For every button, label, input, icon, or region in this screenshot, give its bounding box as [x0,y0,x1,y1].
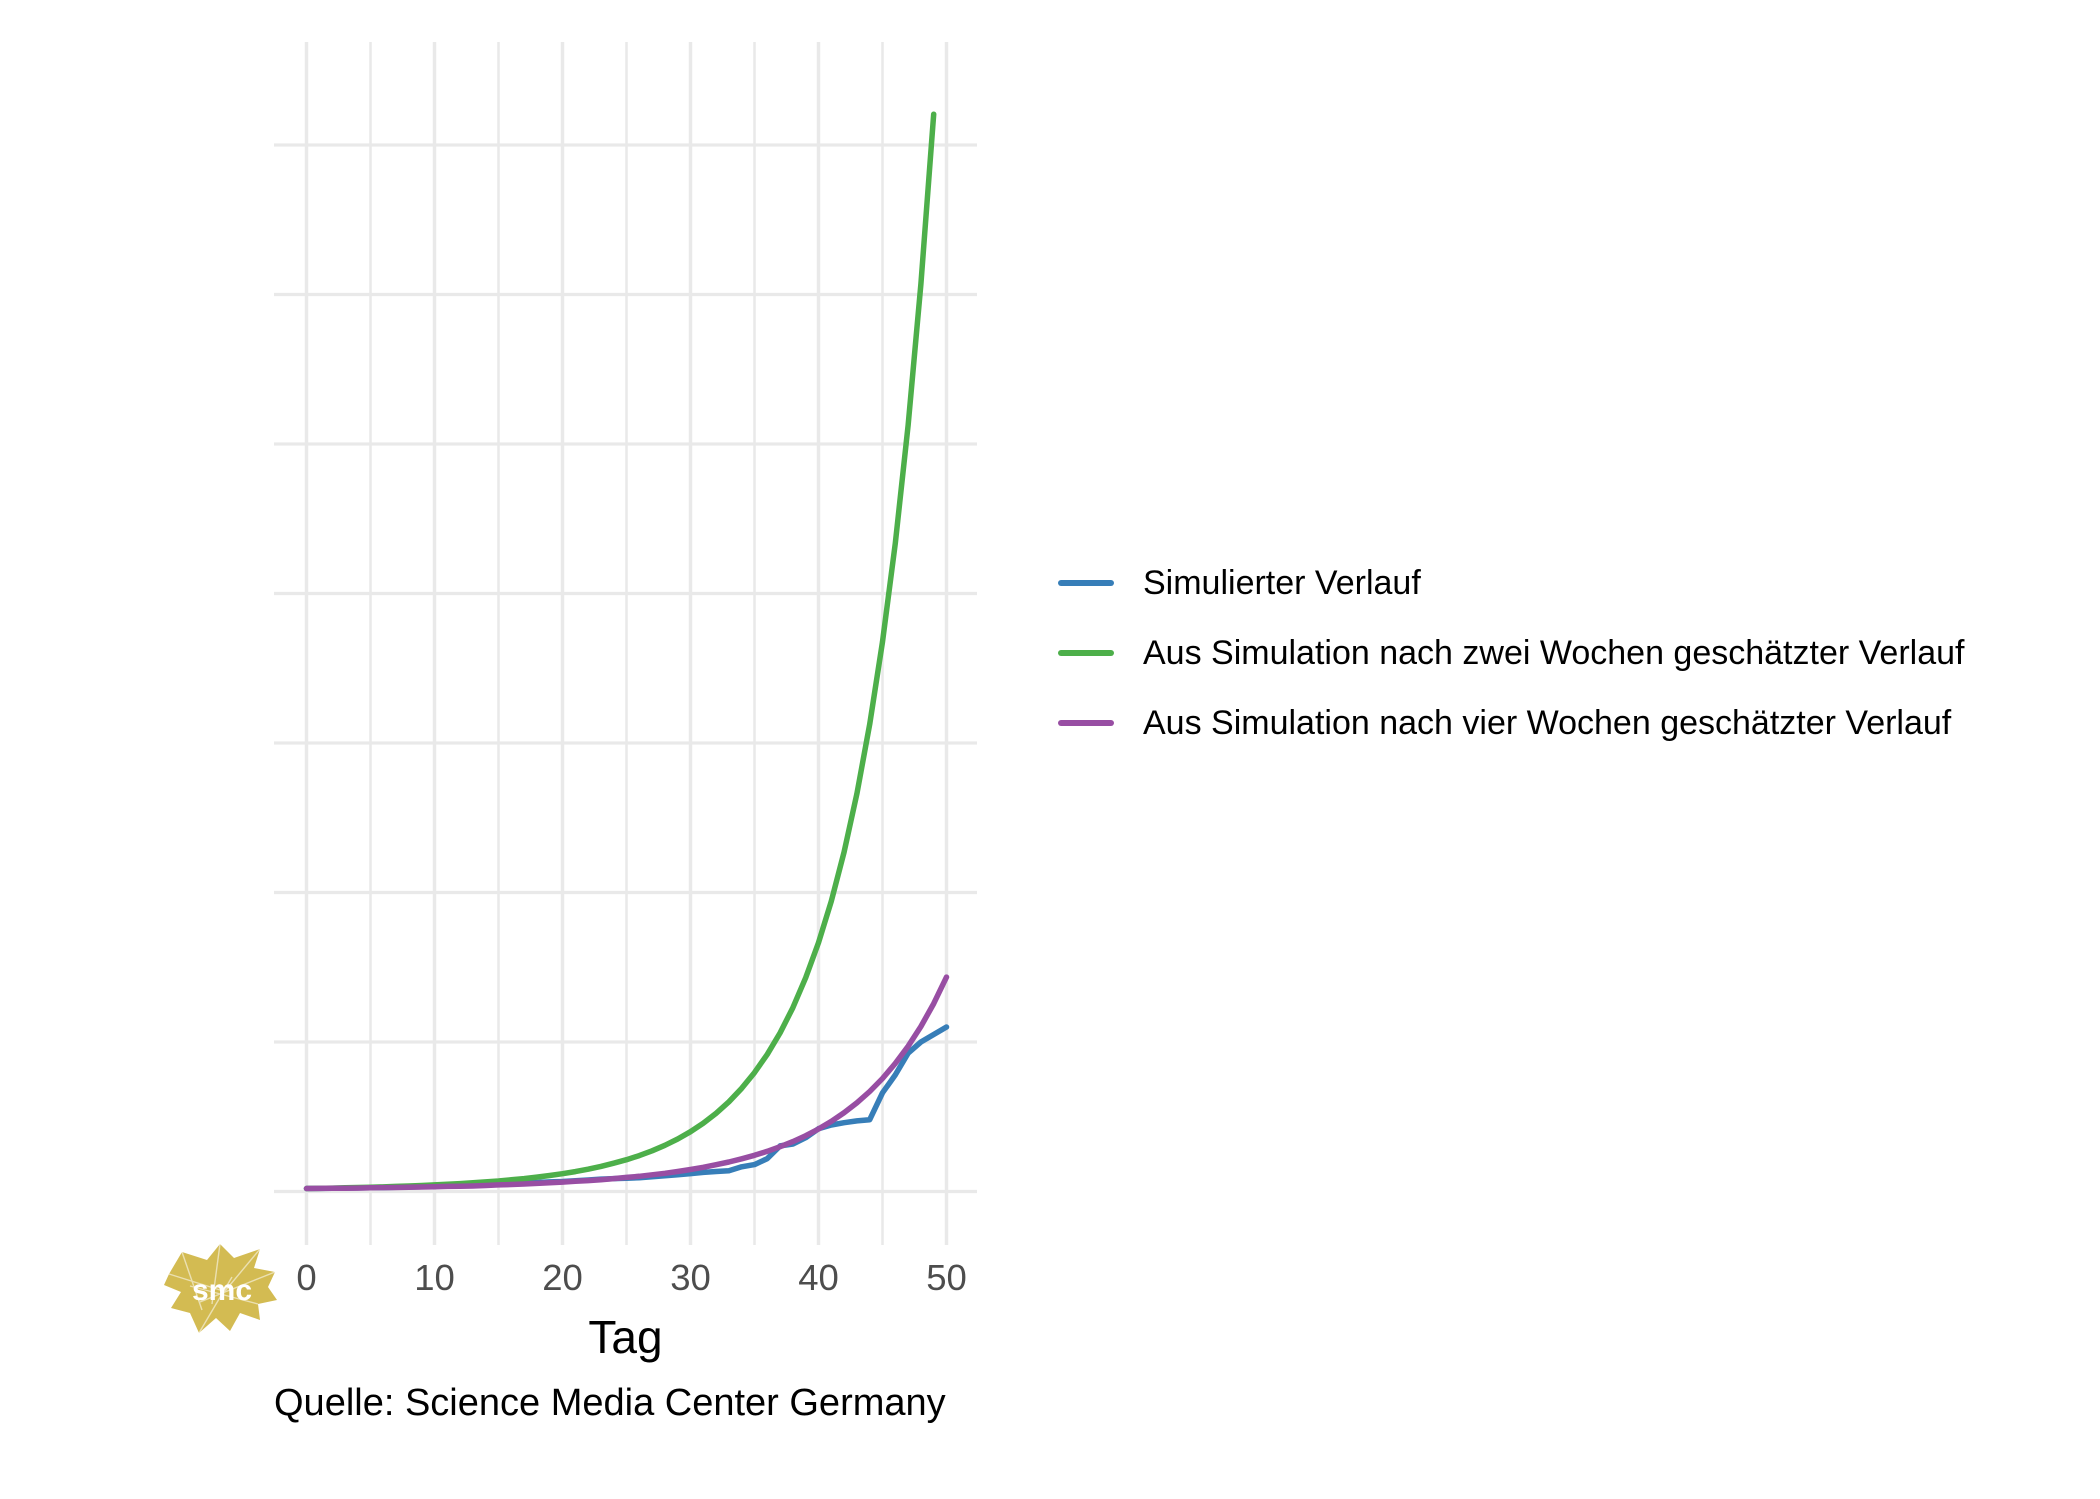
legend-key-line-two-weeks [1058,650,1114,656]
legend-item: Aus Simulation nach zwei Wochen geschätz… [1058,635,1964,671]
legend-label: Aus Simulation nach vier Wochen geschätz… [1143,704,1952,742]
legend: Simulierter Verlauf Aus Simulation nach … [1058,565,1964,775]
legend-item: Simulierter Verlauf [1058,565,1964,601]
gridlines [274,42,977,1245]
series-line-1 [303,111,937,1192]
source-caption: Quelle: Science Media Center Germany [274,1382,946,1424]
legend-label: Simulierter Verlauf [1143,564,1421,602]
x-axis-title: Tag [588,1311,663,1363]
x-axis-tick-labels: 0 10 20 30 40 50 [296,1257,966,1298]
legend-key-line-four-weeks [1058,720,1114,726]
x-tick-label: 10 [414,1257,455,1298]
x-tick-label: 0 [296,1257,316,1298]
series-lines [303,111,950,1192]
legend-item: Aus Simulation nach vier Wochen geschätz… [1058,705,1964,741]
series-line-2 [303,974,950,1192]
x-tick-label: 50 [926,1257,967,1298]
x-tick-label: 40 [798,1257,839,1298]
legend-key-line-simulated [1058,580,1114,586]
smc-logo-facets [168,1243,276,1334]
smc-logo: smc [164,1243,277,1334]
legend-label: Aus Simulation nach zwei Wochen geschätz… [1143,634,1965,672]
x-tick-label: 30 [670,1257,711,1298]
x-tick-label: 20 [542,1257,583,1298]
smc-logo-text: smc [192,1274,252,1307]
smc-logo-blob [164,1244,277,1333]
